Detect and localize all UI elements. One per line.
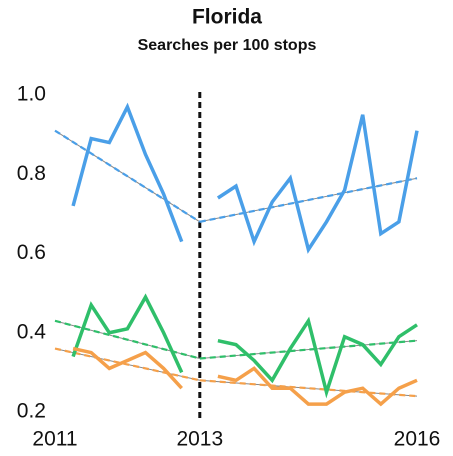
trend-line-dash: [199, 339, 418, 360]
y-tick-label: 0.2: [17, 400, 46, 423]
trend-line-dash: [199, 177, 418, 223]
series-line: [71, 293, 418, 399]
series-line: [72, 346, 418, 407]
trend-line-dash: [199, 379, 418, 398]
y-tick-label: 0.4: [17, 320, 47, 343]
y-tick-label: 1.0: [17, 83, 46, 106]
y-tick-label: 0.8: [17, 162, 46, 185]
trend-line-dash: [54, 347, 201, 382]
chart-subtitle: Searches per 100 stops: [138, 37, 317, 54]
trend-line-dash: [54, 319, 201, 360]
y-tick-label: 0.6: [17, 241, 46, 264]
series-line: [71, 102, 419, 254]
x-tick-label: 2011: [32, 428, 77, 451]
chart-title: Florida: [192, 6, 262, 29]
x-tick-label: 2013: [176, 428, 223, 451]
x-tick-label: 2016: [394, 428, 441, 451]
trend-line-dash: [54, 129, 201, 223]
